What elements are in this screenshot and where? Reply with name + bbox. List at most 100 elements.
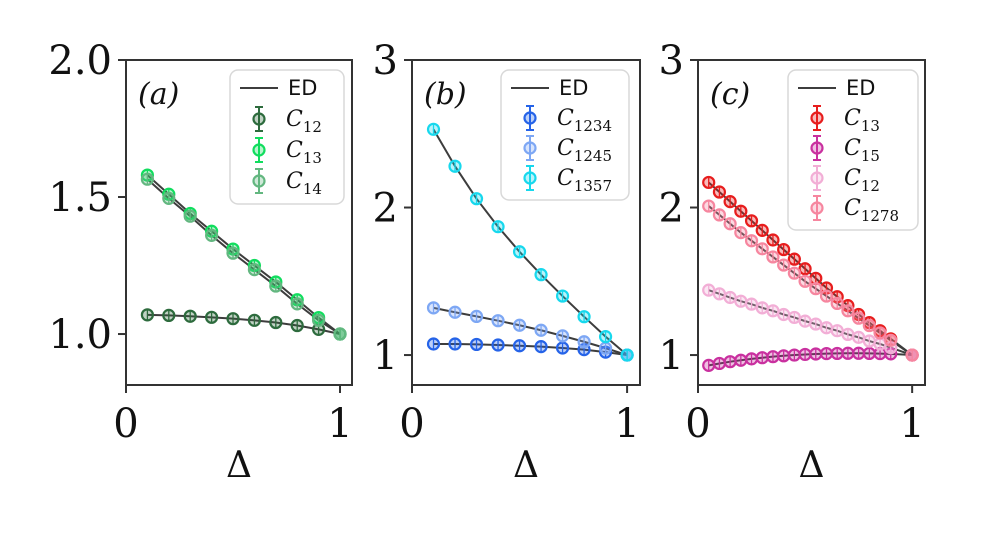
data-point-marker [798,262,812,276]
legend-marker [810,201,824,215]
legend-series-label: C1278 [844,196,899,225]
data-point-marker [469,309,484,324]
legend-marker [523,111,537,125]
data-point-marker [247,263,262,277]
series-C1357 [426,122,634,362]
data-point-marker [426,337,441,351]
ed-line-C1357 [432,128,628,356]
legend-series-label: C13 [844,106,880,135]
panel-letter: (a) [138,77,179,112]
legend-series-label: C1234 [557,106,612,135]
data-point-marker [723,217,737,231]
legend-marker [810,141,824,155]
data-point-marker [491,314,505,328]
data-point-marker [766,350,780,364]
y-tick-label: 2.0 [48,38,112,84]
data-point-marker [744,297,759,311]
x-tick-label: 1 [899,401,924,447]
legend-marker [252,112,266,126]
data-point-marker [290,318,304,333]
series-C14 [140,172,347,341]
data-point-marker [884,333,898,347]
data-point-marker [798,274,812,288]
data-point-marker [862,346,876,361]
data-point-marker [269,315,283,330]
data-point-marker [312,313,326,327]
legend-box [500,69,630,201]
data-point-marker [787,310,801,325]
ed-line-C1234 [433,342,628,357]
data-point-marker [205,228,219,242]
data-point-marker [766,304,780,318]
data-point-marker [448,159,462,173]
ed-line-C14 [146,178,341,335]
data-point-marker [777,258,791,272]
y-tick-label: 1.5 [48,175,112,221]
data-point-marker [555,289,570,303]
data-point-marker [620,348,634,362]
data-point-marker [798,314,812,328]
series-C12 [140,308,347,341]
x-axis-label: Δ [799,445,825,486]
data-point-marker [819,346,834,361]
data-point-marker [873,337,887,351]
data-point-marker [755,301,769,315]
data-point-marker [723,355,737,369]
data-point-marker [777,349,791,363]
legend-marker [252,174,266,188]
data-point-marker [534,323,548,337]
data-point-marker [809,317,823,331]
data-point-marker [469,192,484,206]
data-point-marker [426,301,441,315]
data-point-marker [819,321,834,335]
data-point-marker [426,122,441,136]
data-point-marker [512,339,527,353]
data-point-marker [830,324,844,338]
data-point-marker [873,326,887,340]
data-point-marker [852,311,866,325]
y-tick-label: 2 [373,186,398,232]
legend-marker [252,143,266,157]
data-point-marker [712,356,727,371]
data-point-marker [702,283,716,297]
y-tick-label: 2 [659,186,684,232]
x-tick-label: 1 [327,401,352,447]
data-point-marker [852,330,866,344]
data-point-marker [830,346,844,361]
data-point-marker [862,334,876,348]
legend-series-label: C15 [844,136,880,165]
legend-ed-label: ED [288,76,317,100]
y-tick-label: 3 [659,38,684,84]
x-tick-label: 1 [614,401,639,447]
legend-series-label: C12 [844,166,880,195]
data-point-marker [226,312,240,326]
data-point-marker [744,234,759,248]
data-point-marker [723,195,737,209]
data-point-marker [469,337,484,352]
legend-marker [523,171,537,185]
data-point-marker [712,185,727,199]
x-tick-label: 0 [399,401,424,447]
series-C1245 [426,301,634,362]
data-point-marker [162,191,176,205]
data-point-marker [577,310,591,324]
data-point-marker [712,208,727,222]
data-point-marker [702,358,716,372]
data-point-marker [798,347,812,362]
data-point-marker [734,226,748,240]
legend-series-label: C13 [286,138,322,167]
data-point-marker [702,175,716,190]
data-point-marker [205,310,219,324]
ed-line-C13 [146,174,341,335]
data-point-marker [723,290,737,305]
data-point-marker [766,233,780,247]
data-point-marker [777,307,791,322]
data-point-marker [598,330,613,344]
data-point-marker [290,297,304,311]
data-point-marker [787,252,801,266]
